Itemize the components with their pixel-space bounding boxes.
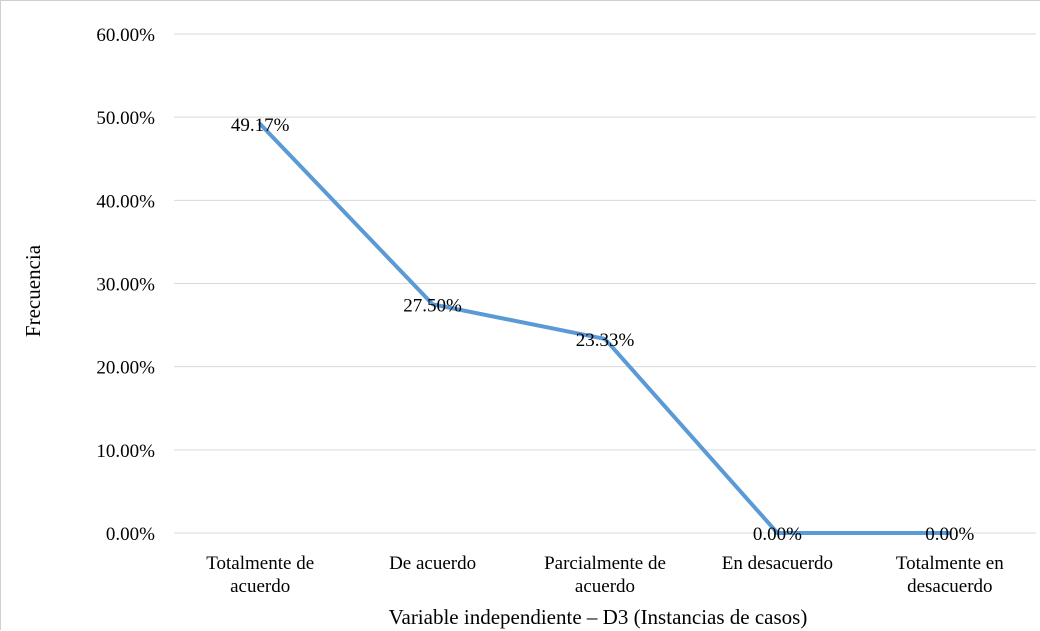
x-category-label: De acuerdo bbox=[389, 553, 476, 574]
data-label: 0.00% bbox=[753, 524, 802, 545]
series bbox=[260, 124, 950, 533]
data-label: 27.50% bbox=[403, 295, 462, 316]
y-tick-label: 40.00% bbox=[96, 191, 155, 212]
y-tick-label: 10.00% bbox=[96, 441, 155, 462]
data-label: 0.00% bbox=[925, 524, 974, 545]
x-axis-title: Variable independiente – D3 (Instancias … bbox=[389, 605, 808, 629]
data-label: 23.33% bbox=[576, 330, 635, 351]
x-category-label: En desacuerdo bbox=[722, 553, 833, 574]
y-tick-label: 20.00% bbox=[96, 358, 155, 379]
y-tick-label: 0.00% bbox=[106, 524, 155, 545]
gridlines bbox=[174, 34, 1036, 533]
y-axis-ticks: 0.00% 10.00% 20.00% 30.00% 40.00% 50.00% 60.00… bbox=[96, 25, 155, 545]
data-labels: 49.17% 27.50% 23.33% 0.00% 0.00% bbox=[231, 115, 975, 545]
y-tick-label: 60.00% bbox=[96, 25, 155, 46]
y-tick-label: 30.00% bbox=[96, 275, 155, 296]
y-tick-label: 50.00% bbox=[96, 108, 155, 129]
y-axis-title: Frecuencia bbox=[21, 244, 45, 337]
data-label: 49.17% bbox=[231, 115, 290, 136]
series-line bbox=[260, 124, 950, 533]
